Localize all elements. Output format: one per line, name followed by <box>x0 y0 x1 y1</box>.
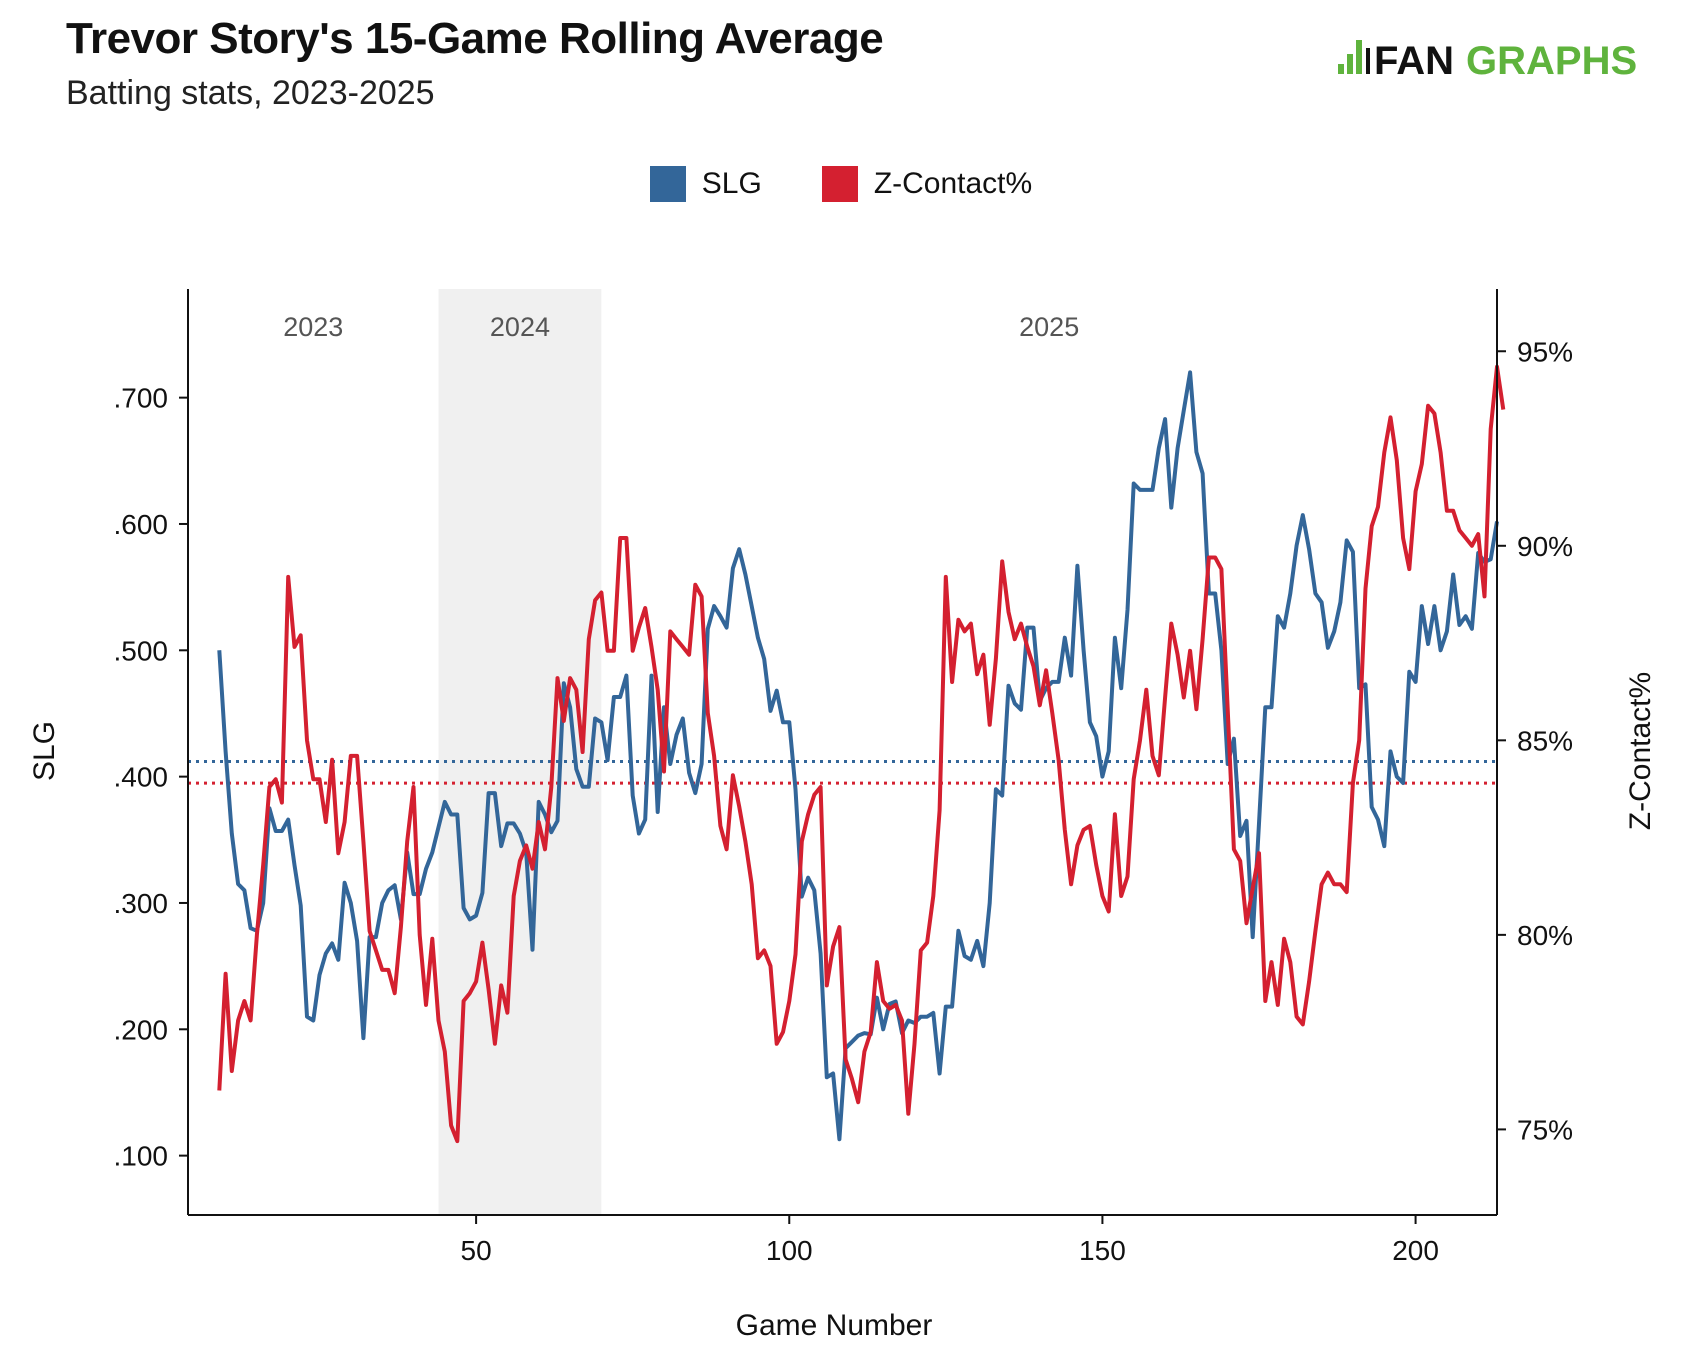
y-axis-label-left: SLG <box>28 721 61 781</box>
y-tick-label-right: 75% <box>1517 1114 1573 1145</box>
y-tick-label-right: 85% <box>1517 725 1573 756</box>
x-tick-label: 150 <box>1079 1235 1126 1266</box>
logo-bars-icon <box>1338 40 1370 74</box>
series-line-slg <box>217 370 1499 1142</box>
series-line-zcontact <box>217 364 1506 1144</box>
fangraphs-logo: FAN GRAPHS <box>1338 39 1637 83</box>
y-tick-label-left: .500 <box>114 635 169 666</box>
y-axis-label-right: Z-Contact% <box>1624 672 1657 830</box>
x-tick-label: 100 <box>766 1235 813 1266</box>
chart-title: Trevor Story's 15-Game Rolling Average <box>66 14 884 63</box>
series-lines <box>217 364 1506 1144</box>
x-tick-label: 200 <box>1392 1235 1439 1266</box>
season-label-2023: 2023 <box>283 312 343 342</box>
legend-item-zcontact: Z-Contact% <box>821 166 1033 202</box>
y-tick-label-right: 95% <box>1517 336 1573 367</box>
y-tick-label-left: .100 <box>114 1141 169 1172</box>
season-shade-2024 <box>438 289 602 1215</box>
chart-legend: SLG Z-Contact% <box>0 166 1682 202</box>
logo-text-fan: FAN <box>1374 39 1454 83</box>
logo-text-graphs: GRAPHS <box>1466 39 1637 83</box>
x-axis-label: Game Number <box>736 1309 933 1342</box>
season-shading <box>438 289 602 1215</box>
legend-swatch-slg <box>649 166 686 202</box>
axes: 50 100 150 200 .100 .200 .300 .400 .500 .600 .700 7… <box>114 289 1573 1266</box>
y-tick-label-left: .200 <box>114 1014 169 1045</box>
y-tick-label-left: .600 <box>114 509 169 540</box>
average-lines <box>188 759 1497 785</box>
y-tick-label-left: .700 <box>114 383 169 414</box>
legend-label-zcontact: Z-Contact% <box>873 167 1033 200</box>
chart-subtitle: Batting stats, 2023-2025 <box>66 74 435 112</box>
season-label-2025: 2025 <box>1019 312 1079 342</box>
legend-label-slg: SLG <box>701 167 762 200</box>
legend-swatch-zcontact <box>821 166 858 202</box>
y-tick-label-left: .300 <box>114 888 169 919</box>
y-tick-label-left: .400 <box>114 762 169 793</box>
y-tick-label-right: 80% <box>1517 920 1573 951</box>
y-tick-label-right: 90% <box>1517 531 1573 562</box>
legend-item-slg: SLG <box>649 166 762 202</box>
season-label-2024: 2024 <box>490 312 550 342</box>
season-labels: 2023 2024 2025 <box>283 312 1079 342</box>
x-tick-label: 50 <box>461 1235 492 1266</box>
